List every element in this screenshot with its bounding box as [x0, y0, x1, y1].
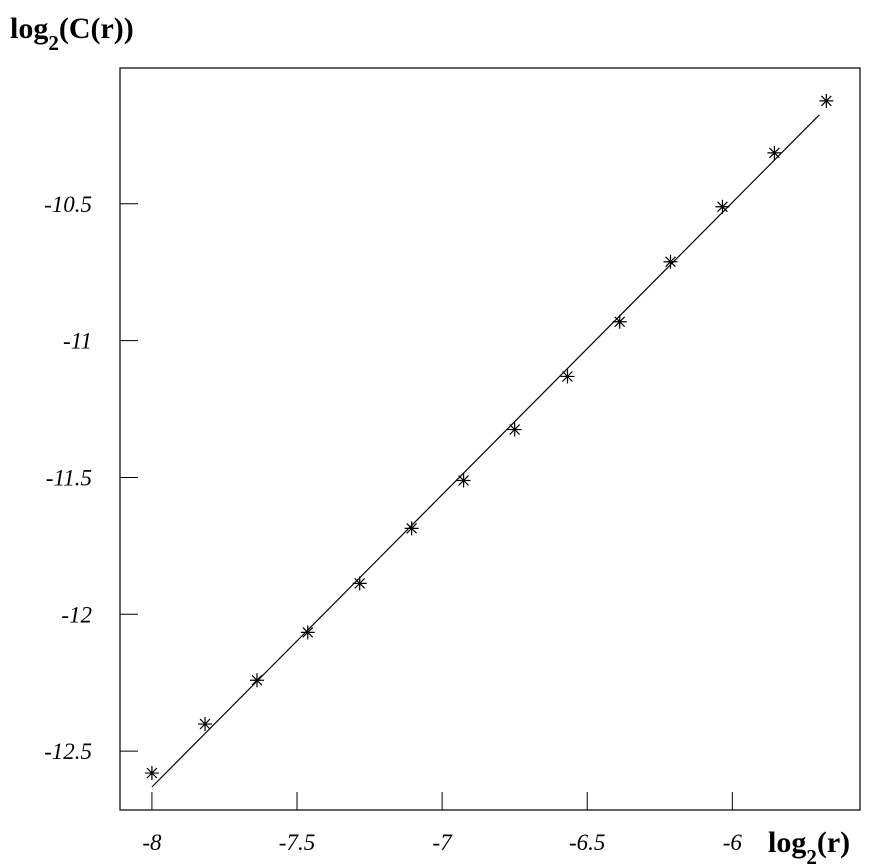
point — [819, 93, 834, 108]
point — [715, 199, 730, 214]
point — [404, 521, 419, 536]
x-tick-label: -8 — [142, 830, 162, 855]
x-tick-label: -7 — [433, 830, 454, 855]
x-axis-label: log2(r) — [768, 826, 850, 865]
x-axis-label-part: (r) — [817, 826, 850, 859]
y-tick-label: -12 — [61, 602, 92, 627]
plot-frame — [119, 67, 861, 811]
x-tick-label: -6.5 — [569, 830, 605, 855]
x-axis-label-part: 2 — [806, 845, 817, 865]
y-axis-label-part: log — [10, 12, 48, 45]
y-axis-label-part: (C(r)) — [59, 12, 134, 45]
x-tick-label: -7.5 — [279, 830, 315, 855]
point — [612, 314, 627, 329]
y-tick-label: -11 — [63, 329, 92, 354]
point — [560, 369, 575, 384]
x-axis-label-part: log — [768, 826, 806, 859]
point — [767, 145, 782, 160]
y-axis-label-part: 2 — [48, 31, 59, 55]
point — [456, 473, 471, 488]
point — [198, 717, 213, 732]
point — [507, 422, 522, 437]
fit-line — [151, 114, 820, 788]
x-tick-label: -6 — [723, 830, 743, 855]
point — [352, 576, 367, 591]
point — [663, 254, 678, 269]
y-tick-label: -10.5 — [44, 192, 92, 217]
point — [144, 766, 159, 781]
y-tick-label: -11.5 — [46, 465, 92, 490]
y-axis-label: log2(C(r)) — [10, 12, 134, 55]
point — [249, 673, 264, 688]
y-tick-label: -12.5 — [44, 739, 92, 764]
point — [300, 625, 315, 640]
